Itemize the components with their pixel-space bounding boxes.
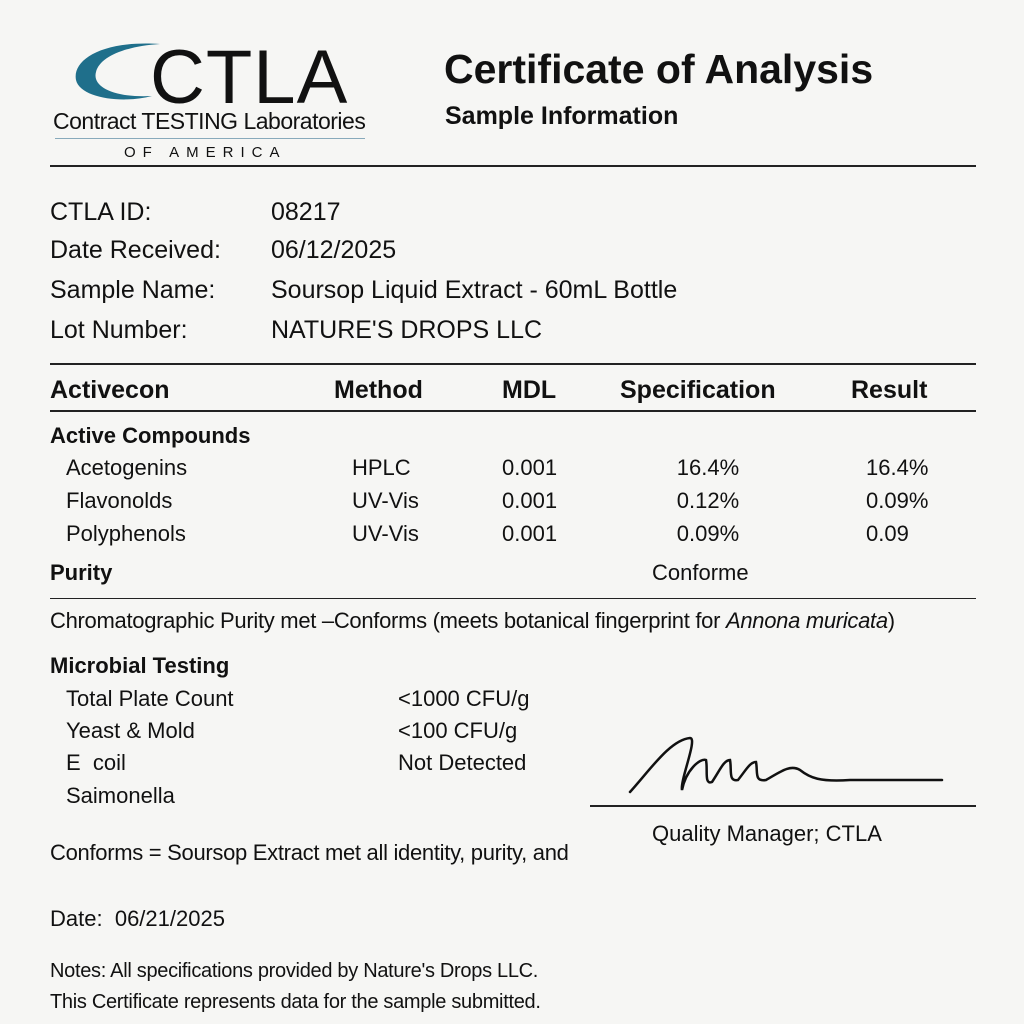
cell: UV-Vis bbox=[352, 488, 419, 513]
column-header: Method bbox=[334, 376, 423, 404]
species-name: Annona muricata bbox=[725, 608, 888, 633]
lot-number-value: NATURE'S DROPS LLC bbox=[271, 316, 543, 344]
note-line: Notes: All specifications provided by Na… bbox=[50, 960, 539, 982]
logo-swoosh-icon bbox=[75, 43, 160, 100]
ctla-id-value: 08217 bbox=[271, 198, 341, 226]
logo-name: Contract TESTING Laboratories bbox=[53, 108, 366, 134]
conclusion-text: Conforms = Soursop Extract met all ident… bbox=[50, 840, 569, 865]
signature-line bbox=[590, 805, 976, 807]
signature-image bbox=[628, 736, 944, 794]
cell: 0.09% bbox=[866, 488, 929, 513]
column-header: Result bbox=[851, 376, 928, 404]
chromatographic-statement: Chromatographic Purity met –Conforms (me… bbox=[50, 608, 895, 634]
cell: 0.09 bbox=[866, 521, 909, 546]
cell: UV-Vis bbox=[352, 521, 419, 546]
test-name: Saimonella bbox=[66, 783, 175, 808]
divider bbox=[50, 410, 976, 412]
date-received-label: Date Received: bbox=[50, 236, 221, 264]
section-heading: Microbial Testing bbox=[50, 653, 230, 678]
logo-mark: CTLA bbox=[150, 35, 349, 120]
cell: 0.09% bbox=[676, 521, 740, 546]
divider bbox=[50, 598, 976, 599]
cell: 16.4% bbox=[866, 455, 929, 480]
lot-number-label: Lot Number: bbox=[50, 316, 188, 344]
date-label: Date: bbox=[50, 906, 103, 931]
cell: Polyphenols bbox=[66, 521, 186, 546]
column-header: MDL bbox=[502, 376, 557, 404]
divider bbox=[50, 165, 976, 167]
ctla-id-label: CTLA ID: bbox=[50, 198, 152, 226]
sample-name-value: Soursop Liquid Extract - 60mL Bottle bbox=[271, 276, 678, 304]
sample-name-label: Sample Name: bbox=[50, 276, 216, 304]
statement-text: Chromatographic Purity met –Conforms (me… bbox=[50, 608, 726, 633]
date-value: 06/21/2025 bbox=[114, 906, 225, 931]
page-title: Certificate of Analysis bbox=[444, 46, 874, 92]
cell: 0.001 bbox=[502, 521, 558, 546]
cell: HPLC bbox=[352, 455, 411, 480]
logo-divider bbox=[55, 138, 365, 139]
cell: 16.4% bbox=[676, 455, 740, 480]
column-header: Activecon bbox=[50, 376, 170, 404]
section-heading: Active Compounds bbox=[50, 423, 251, 448]
page-subtitle: Sample Information bbox=[445, 102, 679, 130]
column-header: Specification bbox=[620, 376, 776, 404]
cell: 0.001 bbox=[502, 455, 558, 480]
issue-date: Date: 06/21/2025 bbox=[50, 906, 225, 932]
test-value: <1000 CFU/g bbox=[398, 686, 530, 711]
test-name: Yeast & Mold bbox=[66, 718, 195, 743]
logo-tagline: OF AMERICA bbox=[124, 144, 287, 161]
test-name: Total Plate Count bbox=[66, 686, 234, 711]
cell: 0.12% bbox=[676, 488, 740, 513]
date-received-value: 06/12/2025 bbox=[271, 236, 397, 264]
test-name: E coil bbox=[66, 750, 126, 775]
note-line: This Certificate represents data for the… bbox=[50, 991, 541, 1013]
test-value: Not Detected bbox=[398, 750, 527, 775]
purity-label: Purity bbox=[50, 560, 113, 585]
cell: Flavonolds bbox=[66, 488, 173, 513]
divider bbox=[50, 363, 976, 365]
cell: 0.001 bbox=[502, 488, 558, 513]
purity-value: Conforme bbox=[652, 560, 749, 585]
test-value: <100 CFU/g bbox=[398, 718, 518, 743]
signatory-title: Quality Manager; CTLA bbox=[652, 821, 882, 846]
statement-close: ) bbox=[887, 608, 895, 633]
cell: Acetogenins bbox=[66, 455, 188, 480]
